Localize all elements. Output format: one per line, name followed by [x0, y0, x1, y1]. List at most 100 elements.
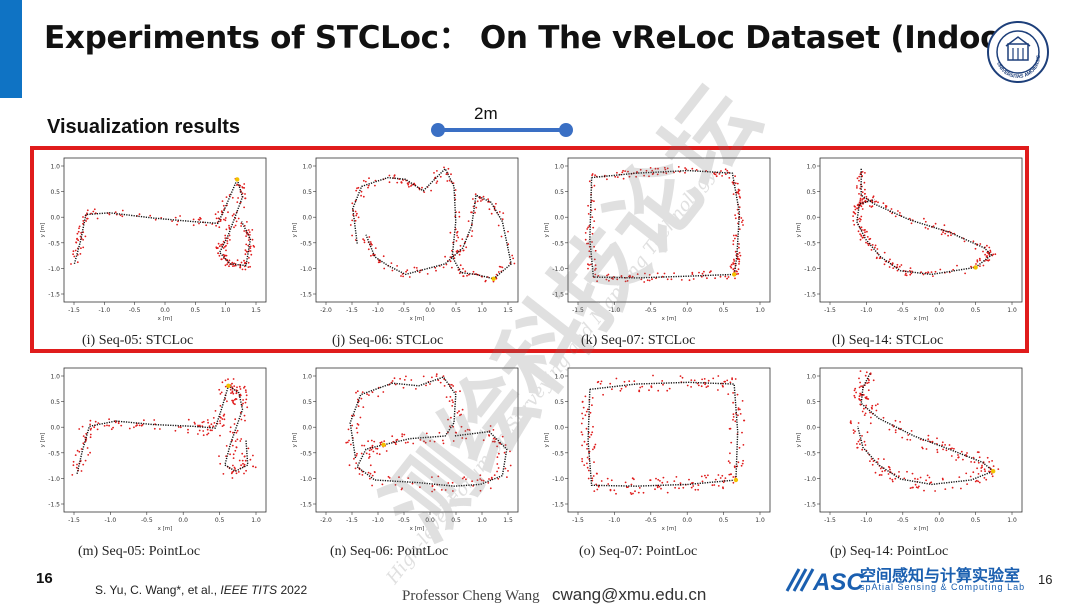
prediction-point	[353, 414, 355, 417]
prediction-point	[85, 432, 88, 435]
x-tick-label: 0.5	[719, 307, 729, 314]
prediction-point	[433, 488, 436, 491]
x-tick-label: 0.0	[682, 307, 692, 314]
citation-venue: IEEE TITS	[220, 583, 278, 597]
prediction-point	[732, 401, 734, 404]
prediction-point	[666, 278, 669, 281]
prediction-point	[218, 455, 220, 457]
prediction-point	[448, 400, 451, 402]
x-tick-label: 0.5	[451, 307, 461, 314]
x-tick-label: -1.0	[105, 517, 117, 524]
prediction-point	[648, 274, 651, 276]
y-tick-label: -1.0	[48, 476, 60, 483]
prediction-point	[93, 208, 96, 211]
prediction-point	[207, 421, 210, 424]
prediction-point	[241, 459, 244, 462]
prediction-point	[234, 398, 237, 400]
y-tick-label: 1.0	[554, 164, 564, 171]
prediction-point	[110, 428, 113, 431]
prediction-point	[474, 193, 477, 196]
prediction-point	[78, 450, 81, 453]
y-axis-label: y [m]	[544, 433, 550, 448]
prediction-point	[403, 379, 406, 381]
prediction-point	[942, 448, 944, 451]
prediction-point	[234, 468, 237, 470]
prediction-point	[498, 211, 501, 213]
prediction-point	[738, 243, 740, 245]
prediction-point	[879, 256, 882, 259]
prediction-point	[224, 264, 227, 267]
prediction-point	[732, 481, 735, 484]
prediction-point	[138, 213, 141, 216]
prediction-point	[732, 418, 734, 421]
prediction-point	[927, 271, 930, 274]
prediction-point	[924, 226, 927, 229]
prediction-point	[978, 456, 981, 459]
prediction-point	[706, 277, 708, 280]
prediction-point	[976, 259, 979, 262]
prediction-point	[243, 387, 245, 389]
prediction-point	[734, 277, 736, 280]
prediction-point	[892, 267, 895, 269]
prediction-point	[972, 456, 975, 459]
prediction-point	[932, 275, 934, 277]
prediction-point	[385, 450, 388, 452]
x-tick-label: 0.0	[178, 517, 188, 524]
prediction-point	[369, 477, 371, 480]
prediction-point	[108, 418, 110, 421]
prediction-point	[657, 167, 659, 170]
x-tick-label: 0.0	[934, 307, 944, 314]
prediction-point	[925, 448, 928, 450]
prediction-point	[643, 174, 645, 177]
prediction-point	[374, 247, 377, 249]
prediction-point	[869, 422, 872, 425]
prediction-point	[490, 212, 493, 215]
trajectory-group	[580, 374, 746, 495]
prediction-point	[226, 237, 229, 240]
prediction-point	[662, 476, 665, 479]
x-tick-label: 1.0	[1007, 517, 1017, 524]
prediction-point	[856, 204, 859, 207]
prediction-point	[593, 245, 595, 248]
prediction-point	[629, 492, 632, 494]
prediction-point	[950, 455, 953, 457]
prediction-point	[466, 274, 468, 277]
prediction-point	[930, 481, 933, 484]
prediction-point	[721, 382, 723, 385]
prediction-point	[991, 460, 993, 462]
prediction-point	[249, 458, 252, 461]
prediction-point	[624, 170, 626, 172]
prediction-point	[464, 430, 467, 432]
prediction-point	[587, 242, 590, 245]
prediction-point	[628, 175, 631, 178]
prediction-point	[212, 425, 215, 428]
prediction-point	[984, 470, 986, 473]
prediction-point	[246, 406, 249, 409]
prediction-point	[382, 255, 385, 258]
prediction-point	[727, 276, 730, 278]
prediction-point	[591, 404, 593, 407]
prediction-point	[449, 396, 452, 398]
prediction-point	[220, 416, 222, 419]
prediction-point	[431, 376, 433, 379]
prediction-point	[900, 264, 903, 266]
prediction-point	[673, 272, 675, 275]
prediction-point	[615, 377, 618, 380]
prediction-point	[93, 426, 96, 429]
x-tick-label: -0.5	[897, 307, 909, 314]
prediction-point	[905, 272, 907, 275]
prediction-point	[82, 463, 85, 466]
prediction-point	[368, 453, 371, 456]
prediction-point	[690, 379, 693, 381]
prediction-point	[383, 267, 386, 270]
prediction-point	[595, 472, 598, 475]
prediction-point	[471, 211, 473, 214]
prediction-point	[247, 266, 250, 268]
prediction-point	[622, 177, 625, 180]
prediction-point	[740, 217, 743, 219]
caption-i: (i) Seq-05: STCLoc	[82, 333, 194, 348]
prediction-point	[581, 412, 583, 415]
prediction-point	[232, 392, 235, 395]
prediction-point	[82, 442, 85, 445]
prediction-point	[860, 205, 863, 208]
